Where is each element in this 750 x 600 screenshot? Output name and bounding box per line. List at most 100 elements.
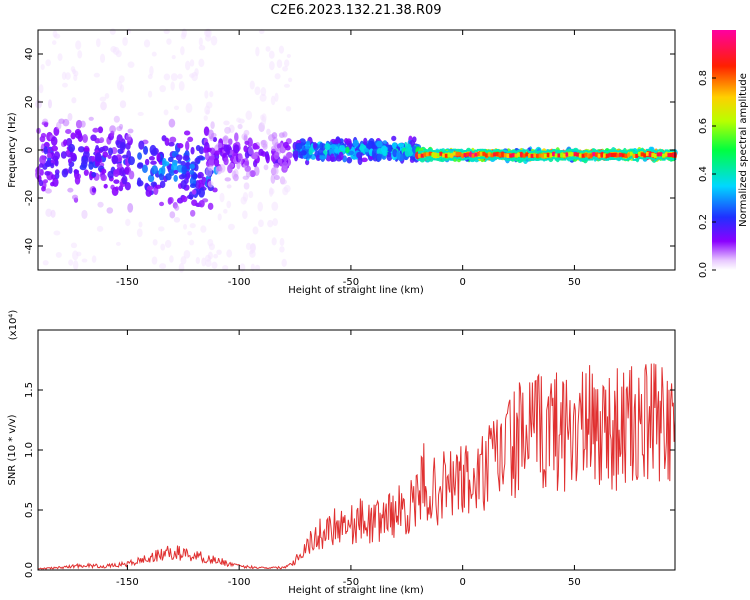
heatmap-cell bbox=[533, 158, 537, 161]
heatmap-cell bbox=[41, 186, 46, 192]
heatmap-cell bbox=[263, 164, 269, 171]
heatmap-cell bbox=[223, 144, 230, 152]
heatmap-cell bbox=[592, 157, 596, 160]
heatmap-cell bbox=[50, 136, 58, 146]
colorbar-tick-label: 0.6 bbox=[698, 118, 709, 134]
heatmap-cell bbox=[165, 173, 172, 181]
y-tick-label: -40 bbox=[24, 238, 35, 254]
heatmap-cell bbox=[268, 134, 275, 142]
heatmap-cell bbox=[640, 152, 645, 157]
heatmap-cell bbox=[82, 134, 88, 143]
heatmap-cell bbox=[662, 150, 666, 153]
heatmap-cell bbox=[243, 134, 248, 143]
heatmap-cell bbox=[242, 175, 249, 180]
heatmap-cell bbox=[498, 157, 502, 160]
heatmap-cell bbox=[667, 150, 671, 153]
heatmap-cell bbox=[54, 172, 60, 180]
x-tick-label: 0 bbox=[459, 577, 465, 588]
heatmap-cell bbox=[223, 157, 229, 166]
heatmap-cell bbox=[468, 152, 473, 157]
heatmap-cell bbox=[118, 185, 124, 192]
heatmap-cell bbox=[244, 140, 250, 145]
heatmap-cell bbox=[109, 125, 116, 134]
heatmap-cell bbox=[476, 148, 481, 151]
heatmap-cell bbox=[549, 150, 553, 153]
spectrogram-x-ticks: -150 -100 -50 0 50 bbox=[116, 30, 581, 288]
heatmap-cell bbox=[42, 260, 49, 266]
heatmap-cell bbox=[143, 39, 151, 48]
heatmap-cell bbox=[428, 151, 433, 156]
heatmap-cell bbox=[498, 149, 502, 152]
heatmap-cell bbox=[167, 197, 173, 205]
heatmap-cell bbox=[501, 152, 505, 157]
heatmap-cell bbox=[578, 150, 583, 153]
heatmap-cell bbox=[460, 150, 465, 153]
heatmap-cell bbox=[212, 136, 218, 143]
heatmap-cell bbox=[514, 153, 519, 158]
heatmap-cell bbox=[208, 158, 215, 167]
heatmap-cell bbox=[490, 158, 494, 161]
heatmap-cell bbox=[522, 150, 527, 153]
heatmap-cell bbox=[541, 150, 545, 153]
heatmap-cell bbox=[226, 184, 232, 189]
heatmap-cell bbox=[136, 180, 144, 187]
heatmap-cell bbox=[376, 153, 383, 162]
heatmap-cell bbox=[228, 138, 233, 145]
heatmap-cell bbox=[324, 143, 331, 150]
x-tick-label: -100 bbox=[228, 577, 251, 588]
heatmap-cell bbox=[128, 170, 135, 180]
heatmap-cell bbox=[509, 153, 513, 158]
heatmap-cell bbox=[111, 154, 119, 164]
spectrogram-heatmap bbox=[35, 28, 678, 273]
y-tick-label: 1.0 bbox=[24, 442, 35, 458]
heatmap-cell bbox=[404, 147, 410, 158]
heatmap-cell bbox=[108, 147, 113, 156]
heatmap-cell bbox=[592, 152, 596, 157]
heatmap-cell bbox=[191, 71, 198, 82]
heatmap-cell bbox=[616, 150, 620, 153]
heatmap-cell bbox=[283, 141, 289, 149]
heatmap-cell bbox=[97, 201, 104, 208]
heatmap-cell bbox=[356, 151, 363, 159]
heatmap-cell bbox=[621, 150, 626, 153]
heatmap-cell bbox=[420, 150, 425, 153]
heatmap-cell bbox=[503, 153, 508, 158]
heatmap-cell bbox=[159, 201, 165, 207]
heatmap-cell bbox=[447, 150, 451, 153]
heatmap-cell bbox=[67, 112, 73, 121]
heatmap-cell bbox=[227, 223, 235, 231]
heatmap-cell bbox=[490, 150, 494, 153]
heatmap-cell bbox=[164, 137, 170, 146]
heatmap-cell bbox=[640, 149, 645, 152]
heatmap-cell bbox=[629, 148, 634, 151]
heatmap-cell bbox=[511, 150, 516, 153]
heatmap-cell bbox=[541, 153, 545, 158]
heatmap-cell bbox=[560, 153, 564, 158]
heatmap-cell bbox=[254, 86, 261, 96]
y-tick-label: 1.5 bbox=[24, 382, 35, 398]
heatmap-cell bbox=[118, 75, 125, 83]
heatmap-cell bbox=[292, 149, 299, 160]
heatmap-cell bbox=[189, 239, 195, 246]
heatmap-cell bbox=[619, 149, 623, 152]
heatmap-cell bbox=[493, 152, 497, 157]
heatmap-cell bbox=[271, 166, 279, 176]
heatmap-cell bbox=[125, 218, 131, 227]
heatmap-cell bbox=[444, 153, 449, 158]
heatmap-cell bbox=[391, 135, 397, 142]
heatmap-cell bbox=[560, 150, 564, 153]
heatmap-cell bbox=[180, 256, 187, 265]
heatmap-cell bbox=[73, 169, 80, 174]
heatmap-cell bbox=[485, 158, 489, 161]
heatmap-cell bbox=[643, 153, 647, 158]
heatmap-cell bbox=[651, 158, 655, 161]
heatmap-cell bbox=[482, 151, 486, 156]
heatmap-cell bbox=[455, 157, 460, 160]
heatmap-cell bbox=[173, 217, 181, 223]
heatmap-cell bbox=[391, 142, 397, 149]
heatmap-cell bbox=[662, 153, 666, 158]
heatmap-cell bbox=[568, 152, 572, 157]
heatmap-cell bbox=[581, 153, 586, 158]
heatmap-cell bbox=[74, 128, 82, 135]
heatmap-cell bbox=[198, 58, 205, 68]
